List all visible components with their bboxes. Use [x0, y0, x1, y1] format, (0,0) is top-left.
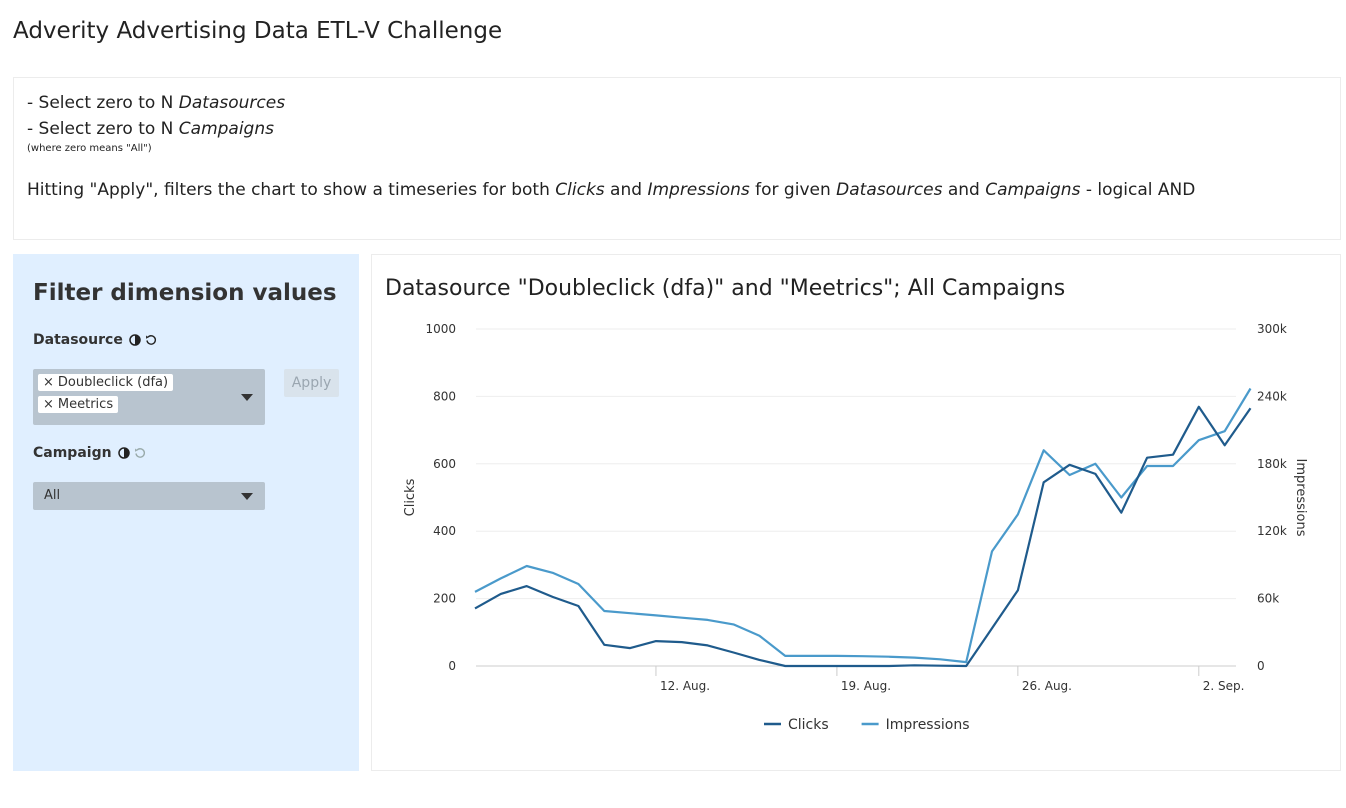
y-axis-right: 0 60k 120k 180k 240k 300k [1257, 322, 1287, 673]
instructions-panel: - Select zero to N Datasources - Select … [13, 77, 1341, 240]
y-right-tick-label: 180k [1257, 457, 1287, 471]
legend-item-clicks[interactable]: Clicks [764, 717, 829, 733]
x-tick-label: 19. Aug. [841, 679, 891, 693]
apply-button[interactable]: Apply [284, 369, 339, 397]
legend-label: Impressions [886, 717, 970, 733]
y-right-tick-label: 120k [1257, 524, 1287, 538]
y-left-tick-label: 600 [433, 457, 456, 471]
datasource-multiselect[interactable]: × Doubleclick (dfa) × Meetrics [33, 369, 265, 425]
chip-meetrics[interactable]: × Meetrics [38, 396, 119, 413]
filter-title: Filter dimension values [33, 280, 337, 306]
timeseries-chart: Datasource "Doubleclick (dfa)" and "Meet… [385, 276, 1308, 733]
app-title: Adverity Advertising Data ETL-V Challeng… [13, 18, 503, 44]
x-axis: 12. Aug. 19. Aug. 26. Aug. 2. Sep. [655, 666, 1245, 693]
x-tick-label: 2. Sep. [1203, 679, 1245, 693]
chart-legend[interactable]: Clicks Impressions [764, 717, 970, 733]
legend-item-impressions[interactable]: Impressions [861, 717, 970, 733]
chip-remove-icon[interactable]: × [43, 375, 54, 390]
campaign-label-text: Campaign [33, 445, 112, 461]
y-left-tick-label: 0 [448, 659, 456, 673]
datasource-label-text: Datasource [33, 332, 123, 348]
instruction-note: (where zero means "All") [27, 143, 152, 154]
chip-remove-icon[interactable]: × [43, 397, 54, 412]
campaign-select-value: All [44, 488, 61, 503]
y-left-tick-label: 800 [433, 389, 456, 403]
chevron-down-icon[interactable] [241, 493, 253, 500]
instruction-description: Hitting "Apply", filters the chart to sh… [27, 180, 1196, 200]
datasource-filter-label: Datasource [33, 332, 157, 348]
instruction-datasources: - Select zero to N Datasources [27, 93, 286, 113]
chart-panel: Datasource "Doubleclick (dfa)" and "Meet… [371, 254, 1341, 771]
chip-label: Doubleclick (dfa) [57, 375, 169, 390]
legend-label: Clicks [788, 717, 829, 733]
y-axis-right-title: Impressions [1293, 459, 1308, 537]
reset-icon[interactable] [134, 447, 146, 459]
series-line-impressions [474, 387, 1252, 664]
instruction-campaigns: - Select zero to N Campaigns [27, 119, 274, 139]
y-left-tick-label: 200 [433, 592, 456, 606]
invert-selection-icon[interactable] [129, 334, 141, 346]
y-right-tick-label: 0 [1257, 659, 1265, 673]
invert-selection-icon[interactable] [117, 447, 130, 459]
chip-label: Meetrics [57, 397, 114, 412]
chevron-down-icon[interactable] [241, 394, 253, 401]
y-axis-left: 0 200 400 600 800 1000 [425, 322, 456, 673]
campaign-filter-label: Campaign [33, 445, 146, 461]
x-tick-label: 12. Aug. [660, 679, 710, 693]
campaign-select[interactable]: All [33, 482, 265, 510]
y-left-tick-label: 1000 [425, 322, 456, 336]
y-right-tick-label: 300k [1257, 322, 1287, 336]
y-right-tick-label: 240k [1257, 389, 1287, 403]
chart-title: Datasource "Doubleclick (dfa)" and "Meet… [385, 276, 1065, 301]
y-left-tick-label: 400 [433, 524, 456, 538]
series-line-clicks [474, 405, 1252, 668]
filter-sidebar: Filter dimension values Datasource × Doub… [13, 254, 359, 771]
chart-series [474, 387, 1252, 668]
x-tick-label: 26. Aug. [1022, 679, 1072, 693]
y-axis-left-title: Clicks [403, 478, 418, 516]
y-right-tick-label: 60k [1257, 592, 1279, 606]
chip-doubleclick[interactable]: × Doubleclick (dfa) [38, 374, 174, 391]
reset-icon[interactable] [145, 334, 157, 346]
